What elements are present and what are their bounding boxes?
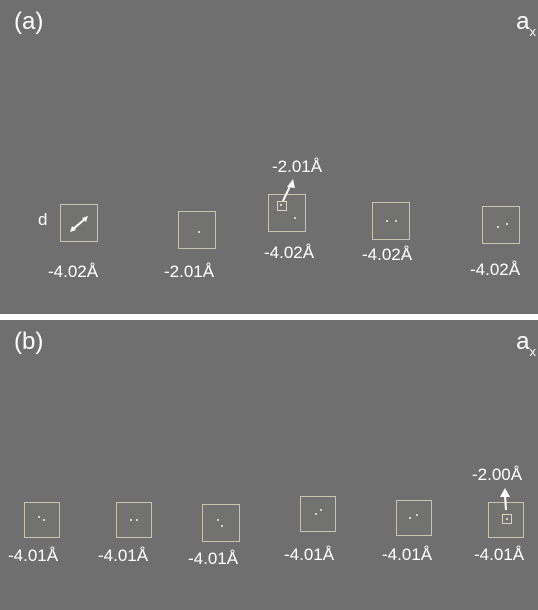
adatom-dot (386, 220, 388, 222)
value-a1: -4.02Å (48, 262, 99, 281)
adatom-dot (294, 217, 296, 219)
adatom-dot (506, 223, 508, 225)
adsorption-box-b1 (24, 502, 60, 538)
panel-a-axis-base: a (516, 8, 530, 35)
adatom-dot (217, 519, 219, 521)
adatom-dot (416, 514, 418, 516)
value-a3: -4.02Å (264, 243, 315, 262)
value-b6: -4.01Å (474, 545, 525, 564)
adatom-dot (506, 518, 508, 520)
value-b2: -4.01Å (98, 546, 149, 565)
panel-a: (a) ax d -2.01Å -4.02Å -2.01Å -4.02Å -4.… (0, 0, 538, 314)
panel-a-axis-sub: x (529, 24, 537, 39)
adsorption-box-b6 (488, 502, 524, 538)
value-a2: -2.01Å (164, 262, 215, 281)
adatom-dot (280, 204, 282, 206)
adatom-dot (221, 525, 223, 527)
panel-b-axis-label: ax (516, 328, 536, 359)
adatom-dot (130, 519, 132, 521)
panel-b-axis-base: a (516, 328, 530, 355)
adatom-dot (198, 231, 200, 233)
adsorption-box-a5 (482, 206, 520, 244)
adatom-dot (497, 226, 499, 228)
adatom-dot (43, 519, 45, 521)
adsorption-box-a3 (268, 194, 306, 232)
adatom-dot (136, 519, 138, 521)
callout-arrow-a-head (287, 179, 295, 188)
adsorption-box-b2 (116, 502, 152, 538)
adsorption-box-a2 (178, 211, 216, 249)
panel-b-label: (b) (14, 328, 44, 355)
value-b4: -4.01Å (284, 545, 335, 564)
panel-b: (b) ax -2.00Å -4.01Å -4.01Å -4.01Å -4.01… (0, 320, 538, 610)
value-b5: -4.01Å (382, 545, 433, 564)
adatom-dot (315, 513, 317, 515)
inset-value-b: -2.00Å (472, 465, 523, 484)
adsorption-box-b3 (202, 504, 240, 542)
adatom-dot (38, 516, 40, 518)
adatom-dot (409, 517, 411, 519)
inset-box (277, 201, 287, 211)
inset-value-a: -2.01Å (272, 157, 323, 176)
adsorption-box-a4 (372, 202, 410, 240)
panel-a-axis-label: ax (516, 8, 536, 39)
panel-b-axis-sub: x (529, 344, 537, 359)
panel-b-arrows (500, 488, 510, 511)
inset-box (502, 514, 512, 524)
adsorption-box-b4 (300, 496, 336, 532)
callout-arrow-b-head (500, 488, 510, 497)
adsorption-box-b5 (396, 500, 432, 536)
adatom-dot (395, 220, 397, 222)
value-b3: -4.01Å (188, 549, 239, 568)
value-a4: -4.02Å (362, 245, 413, 264)
value-a5: -4.02Å (470, 260, 521, 279)
d-label: d (38, 210, 48, 229)
adsorption-box-a1 (60, 204, 98, 242)
value-b1: -4.01Å (8, 546, 59, 565)
adatom-dot (320, 509, 322, 511)
panel-a-label: (a) (14, 8, 44, 35)
